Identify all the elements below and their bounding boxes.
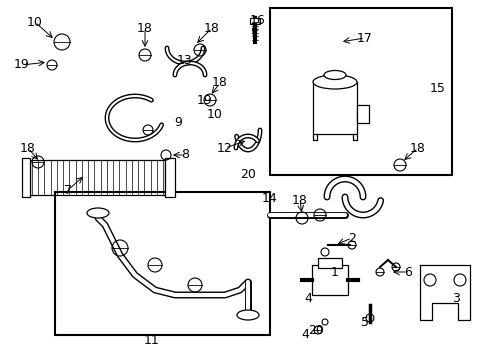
Text: 3: 3 bbox=[451, 292, 459, 305]
Text: 17: 17 bbox=[356, 31, 372, 45]
Bar bbox=[164, 158, 175, 197]
Text: 5: 5 bbox=[360, 315, 368, 328]
Text: 18: 18 bbox=[291, 194, 307, 207]
Ellipse shape bbox=[237, 310, 259, 320]
Text: 8: 8 bbox=[181, 148, 189, 162]
Ellipse shape bbox=[87, 208, 109, 218]
Text: 11: 11 bbox=[144, 333, 160, 346]
Bar bbox=[269, 8, 451, 175]
Text: 20: 20 bbox=[307, 324, 323, 337]
Text: 15: 15 bbox=[429, 81, 445, 94]
Text: 18: 18 bbox=[203, 22, 220, 35]
Text: 7: 7 bbox=[64, 184, 72, 197]
Text: 1: 1 bbox=[330, 266, 338, 279]
Bar bbox=[55, 192, 269, 335]
Text: 13: 13 bbox=[177, 54, 192, 67]
Text: 12: 12 bbox=[217, 141, 232, 154]
Bar bbox=[356, 105, 368, 123]
Bar bbox=[312, 82, 356, 134]
Ellipse shape bbox=[324, 71, 346, 80]
Text: 19: 19 bbox=[14, 58, 30, 72]
Text: 4: 4 bbox=[301, 328, 308, 342]
Text: 18: 18 bbox=[20, 141, 36, 154]
Bar bbox=[30, 160, 164, 195]
Text: 4: 4 bbox=[304, 292, 311, 305]
Bar bbox=[249, 18, 260, 24]
Text: 18: 18 bbox=[409, 141, 425, 154]
Bar bbox=[22, 158, 30, 197]
Text: 10: 10 bbox=[206, 108, 223, 122]
Text: 2: 2 bbox=[347, 231, 355, 244]
Text: 20: 20 bbox=[240, 168, 255, 181]
Bar bbox=[311, 265, 347, 295]
Text: 19: 19 bbox=[197, 94, 212, 107]
Text: 18: 18 bbox=[137, 22, 153, 35]
Text: 14: 14 bbox=[262, 192, 277, 204]
Text: 9: 9 bbox=[174, 116, 182, 129]
Text: 16: 16 bbox=[250, 13, 265, 27]
Ellipse shape bbox=[312, 75, 356, 89]
Text: 10: 10 bbox=[27, 15, 43, 28]
Text: 6: 6 bbox=[403, 266, 411, 279]
Bar bbox=[317, 258, 341, 268]
Text: 18: 18 bbox=[212, 77, 227, 90]
